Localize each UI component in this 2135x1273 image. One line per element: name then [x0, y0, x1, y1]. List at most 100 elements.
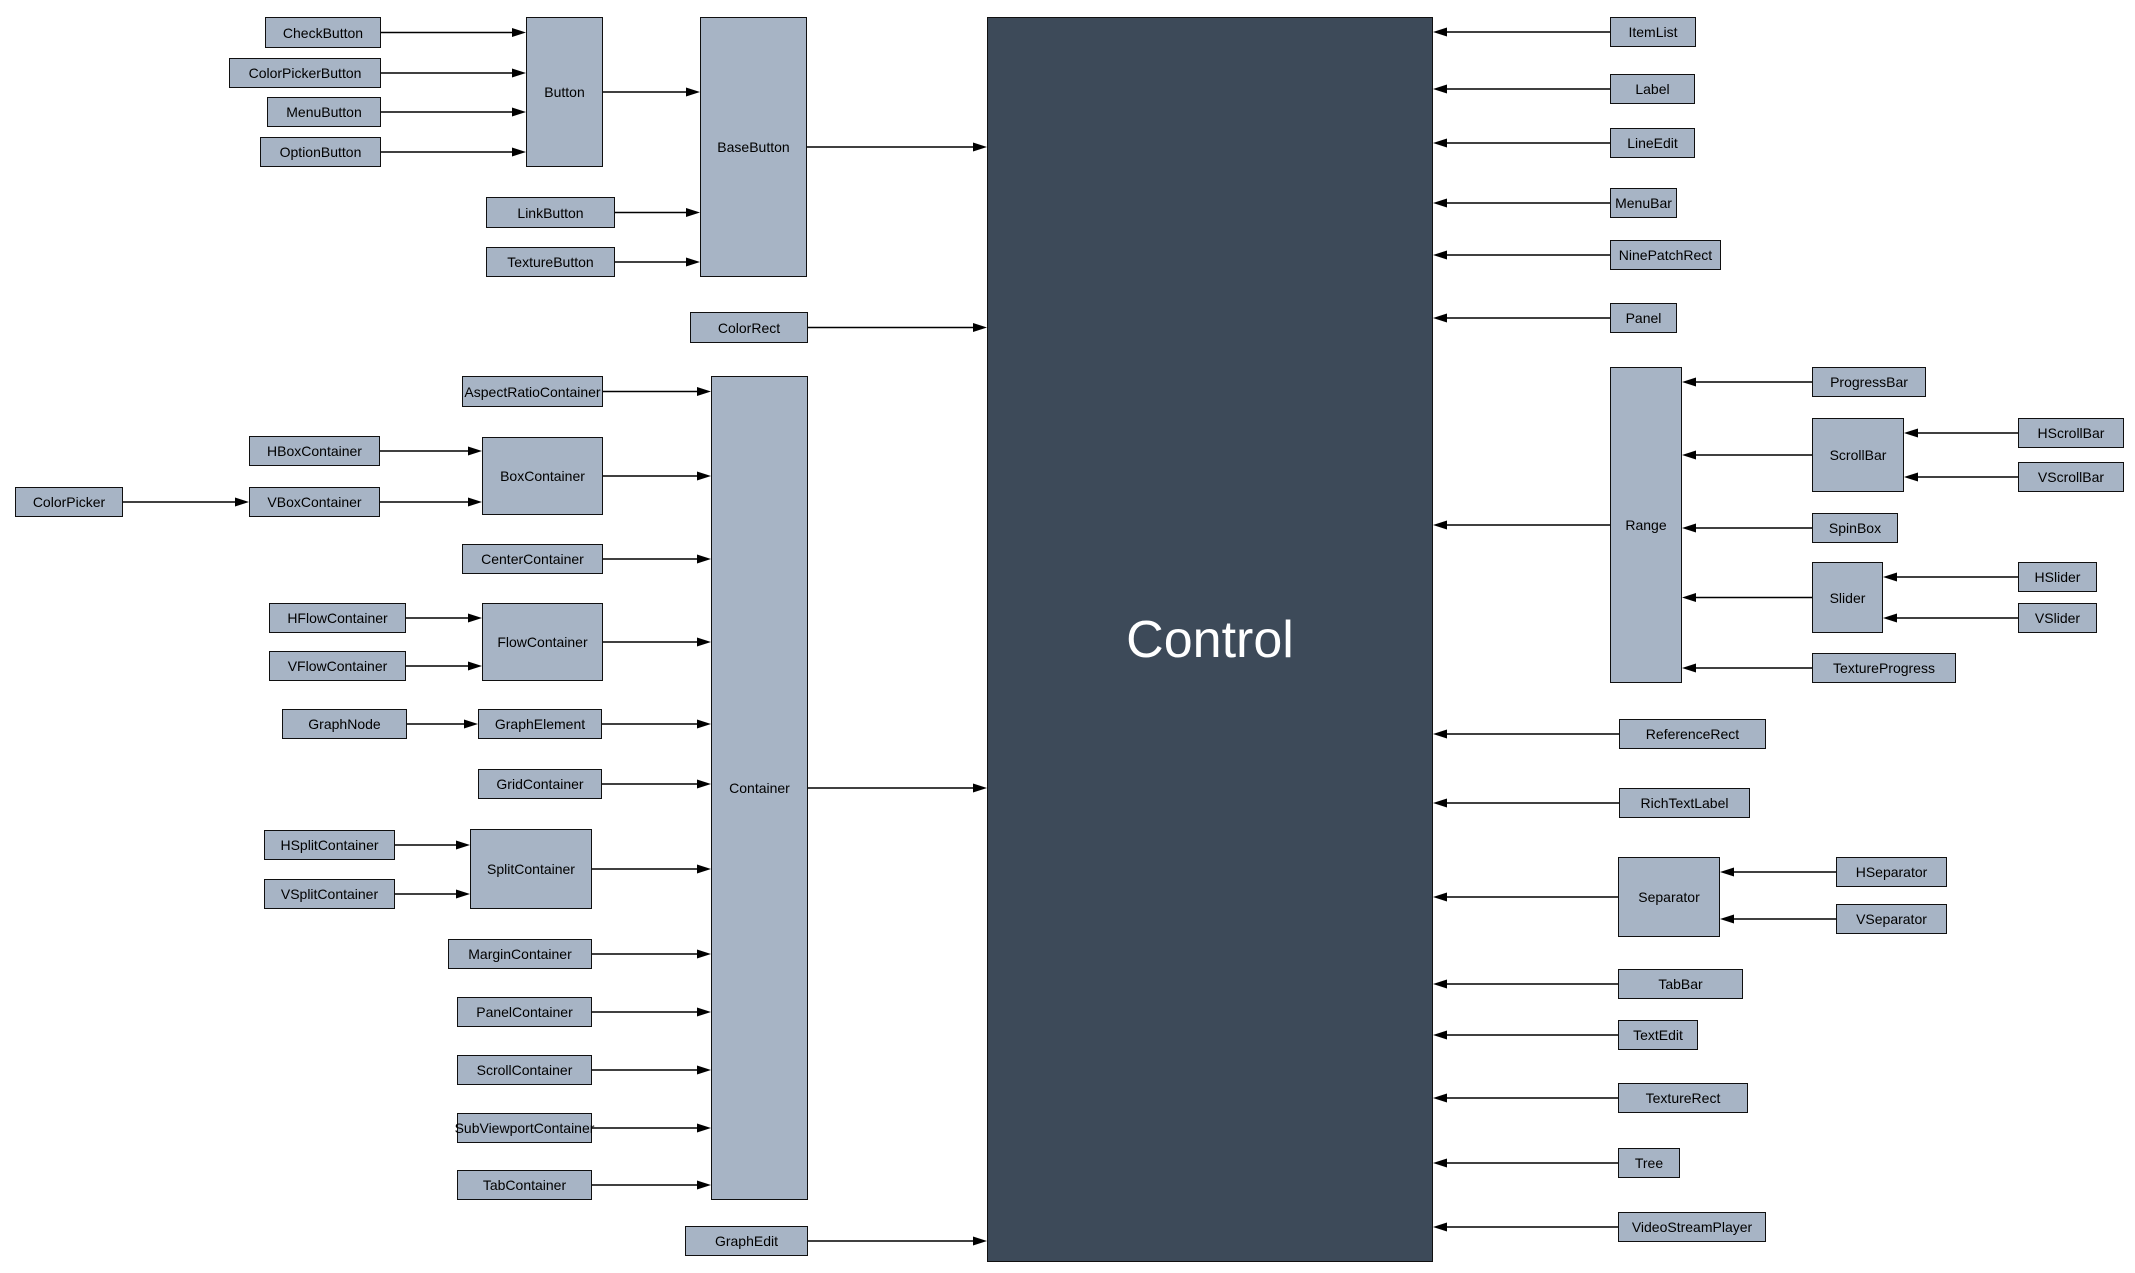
node-ScrollContainer[interactable]: ScrollContainer [457, 1055, 592, 1085]
node-label: GraphEdit [714, 1233, 779, 1249]
node-TextureRect[interactable]: TextureRect [1618, 1083, 1748, 1113]
arrowhead-icon [468, 661, 482, 671]
node-ProgressBar[interactable]: ProgressBar [1812, 367, 1926, 397]
arrowhead-icon [697, 1065, 711, 1075]
edge-VBoxContainer-BoxContainer [380, 497, 482, 507]
node-label: GridContainer [496, 776, 584, 792]
node-BoxContainer[interactable]: BoxContainer [482, 437, 603, 515]
node-ScrollBar[interactable]: ScrollBar [1812, 418, 1904, 492]
arrowhead-icon [1433, 84, 1447, 94]
arrowhead-icon [1433, 1222, 1447, 1232]
node-VFlowContainer[interactable]: VFlowContainer [269, 651, 406, 681]
node-LinkButton[interactable]: LinkButton [486, 197, 615, 228]
node-label: TextureButton [507, 254, 594, 270]
node-label: VSplitContainer [280, 886, 379, 902]
node-HSeparator[interactable]: HSeparator [1836, 857, 1947, 887]
node-TextureButton[interactable]: TextureButton [486, 247, 615, 277]
edge-CenterContainer-Container [603, 554, 711, 564]
node-RichTextLabel[interactable]: RichTextLabel [1619, 788, 1750, 818]
node-Container[interactable]: Container [711, 376, 808, 1200]
node-ItemList[interactable]: ItemList [1610, 17, 1696, 47]
node-Separator[interactable]: Separator [1618, 857, 1720, 937]
edge-LinkButton-BaseButton [615, 208, 700, 217]
node-SpinBox[interactable]: SpinBox [1812, 513, 1898, 543]
arrowhead-icon [697, 554, 711, 564]
arrowhead-icon [686, 257, 700, 267]
edge-SubViewportContainer-Container [592, 1123, 711, 1133]
edge-HSlider-Slider [1883, 572, 2018, 582]
arrowhead-icon [973, 142, 987, 152]
node-PanelContainer[interactable]: PanelContainer [457, 997, 592, 1027]
node-MarginContainer[interactable]: MarginContainer [448, 939, 592, 969]
node-Range[interactable]: Range [1610, 367, 1682, 683]
node-FlowContainer[interactable]: FlowContainer [482, 603, 603, 681]
node-ReferenceRect[interactable]: ReferenceRect [1619, 719, 1766, 749]
node-Label[interactable]: Label [1610, 74, 1695, 104]
edge-Slider-Range [1682, 593, 1812, 602]
edge-GraphEdit-Control [808, 1236, 987, 1246]
arrowhead-icon [697, 637, 711, 647]
node-GraphElement[interactable]: GraphElement [478, 709, 602, 739]
node-label: FlowContainer [497, 634, 588, 650]
node-HBoxContainer[interactable]: HBoxContainer [249, 436, 380, 466]
node-Panel[interactable]: Panel [1610, 303, 1677, 333]
node-SplitContainer[interactable]: SplitContainer [470, 829, 592, 909]
arrowhead-icon [973, 783, 987, 793]
node-VSeparator[interactable]: VSeparator [1836, 904, 1947, 934]
edge-HScrollBar-ScrollBar [1904, 428, 2018, 438]
edge-BaseButton-Control [807, 142, 987, 152]
node-TabBar[interactable]: TabBar [1618, 969, 1743, 999]
node-Slider[interactable]: Slider [1812, 562, 1883, 633]
node-HSlider[interactable]: HSlider [2018, 562, 2097, 592]
edge-Container-Control [808, 783, 987, 793]
node-VideoStreamPlayer[interactable]: VideoStreamPlayer [1618, 1212, 1766, 1242]
node-label: TabContainer [482, 1177, 567, 1193]
edge-TextureButton-BaseButton [615, 257, 700, 267]
node-TabContainer[interactable]: TabContainer [457, 1170, 592, 1200]
node-BaseButton[interactable]: BaseButton [700, 17, 807, 277]
node-VSlider[interactable]: VSlider [2018, 603, 2097, 633]
node-TextEdit[interactable]: TextEdit [1618, 1020, 1698, 1050]
node-LineEdit[interactable]: LineEdit [1610, 128, 1695, 158]
node-SubViewportContainer[interactable]: SubViewportContainer [455, 1113, 594, 1143]
arrowhead-icon [512, 68, 526, 78]
edge-VSplitContainer-SplitContainer [395, 889, 470, 899]
edge-HFlowContainer-FlowContainer [406, 613, 482, 623]
arrowhead-icon [697, 471, 711, 481]
node-ColorPickerButton[interactable]: ColorPickerButton [229, 58, 381, 88]
node-VBoxContainer[interactable]: VBoxContainer [249, 487, 380, 517]
node-label: VBoxContainer [267, 494, 362, 510]
node-VSplitContainer[interactable]: VSplitContainer [264, 879, 395, 909]
node-VScrollBar[interactable]: VScrollBar [2018, 462, 2124, 492]
node-AspectRatioContainer[interactable]: AspectRatioContainer [462, 376, 603, 407]
node-GraphNode[interactable]: GraphNode [282, 709, 407, 739]
node-HSplitContainer[interactable]: HSplitContainer [264, 830, 395, 860]
node-TextureProgress[interactable]: TextureProgress [1812, 653, 1956, 683]
node-Button[interactable]: Button [526, 17, 603, 167]
node-HFlowContainer[interactable]: HFlowContainer [269, 603, 406, 633]
node-GridContainer[interactable]: GridContainer [478, 769, 602, 799]
node-label: TextEdit [1633, 1027, 1683, 1043]
edge-FlowContainer-Container [603, 637, 711, 647]
node-ColorPicker[interactable]: ColorPicker [15, 487, 123, 517]
node-label: Control [1126, 610, 1294, 669]
node-CheckButton[interactable]: CheckButton [265, 17, 381, 48]
edge-Range-Control [1433, 520, 1610, 530]
node-label: TextureProgress [1833, 660, 1935, 676]
node-GraphEdit[interactable]: GraphEdit [685, 1226, 808, 1256]
node-MenuButton[interactable]: MenuButton [267, 97, 381, 127]
node-ColorRect[interactable]: ColorRect [690, 312, 808, 343]
node-CenterContainer[interactable]: CenterContainer [462, 544, 603, 574]
edge-ReferenceRect-Control [1433, 729, 1619, 739]
node-Tree[interactable]: Tree [1618, 1148, 1680, 1178]
node-label: MarginContainer [468, 946, 572, 962]
node-HScrollBar[interactable]: HScrollBar [2018, 418, 2124, 448]
node-NinePatchRect[interactable]: NinePatchRect [1610, 240, 1721, 270]
node-label: HSplitContainer [280, 837, 379, 853]
edge-AspectRatioContainer-Container [603, 387, 711, 396]
node-MenuBar[interactable]: MenuBar [1610, 188, 1677, 218]
edge-LineEdit-Control [1433, 138, 1610, 148]
edge-VideoStreamPlayer-Control [1433, 1222, 1618, 1232]
node-OptionButton[interactable]: OptionButton [260, 137, 381, 167]
